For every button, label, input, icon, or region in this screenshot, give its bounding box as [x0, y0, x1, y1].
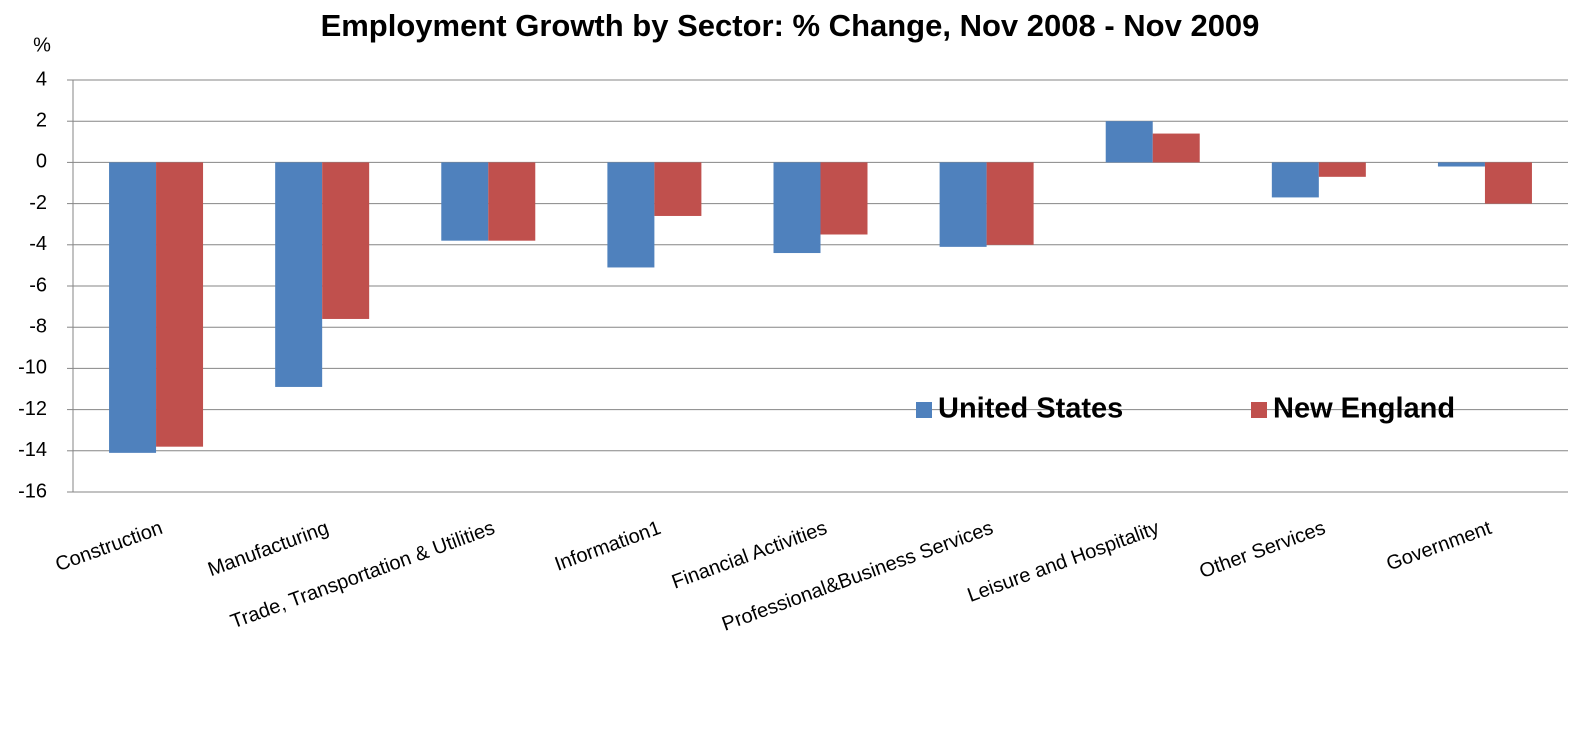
bar: [1105, 121, 1153, 163]
x-tick-label: Government: [1384, 517, 1495, 575]
chart-title: Employment Growth by Sector: % Change, N…: [321, 8, 1260, 43]
x-tick-label: Professional&Business Services: [719, 517, 996, 636]
bar: [820, 162, 868, 235]
y-tick-label: -8: [29, 315, 47, 337]
bar: [986, 162, 1034, 245]
y-tick-label: -6: [29, 274, 47, 296]
bar: [322, 162, 370, 319]
bar: [156, 162, 204, 447]
y-axis-label: %: [33, 34, 51, 56]
x-tick-label: Trade, Transportation & Utilities: [228, 517, 498, 633]
bar: [773, 162, 821, 254]
y-tick-label: -16: [18, 480, 47, 502]
bar: [1318, 162, 1366, 177]
bar: [1484, 162, 1532, 204]
bar: [939, 162, 987, 247]
bar: [1152, 133, 1200, 163]
y-tick-label: 0: [36, 151, 47, 173]
x-tick-label: Information1: [552, 517, 664, 576]
bar: [441, 162, 489, 241]
legend-label: New England: [1273, 393, 1455, 425]
legend-swatch: [1251, 402, 1267, 418]
x-tick-label: Construction: [53, 517, 166, 576]
y-tick-label: -12: [18, 398, 47, 420]
y-tick-label: 2: [36, 109, 47, 131]
bar: [275, 162, 323, 387]
x-tick-label: Financial Activities: [669, 517, 830, 594]
bar: [109, 162, 157, 453]
bar: [488, 162, 536, 241]
x-tick-label: Manufacturing: [205, 517, 332, 581]
y-tick-label: -14: [18, 439, 47, 461]
x-tick-label: Other Services: [1197, 517, 1329, 583]
y-tick-label: -4: [29, 233, 47, 255]
bar: [1437, 162, 1485, 167]
y-tick-label: -10: [18, 357, 47, 379]
y-tick-label: 4: [36, 68, 47, 90]
bar: [607, 162, 655, 268]
bar: [1271, 162, 1319, 198]
legend-swatch: [916, 402, 932, 418]
legend-label: United States: [938, 393, 1123, 425]
bar: [654, 162, 702, 216]
x-tick-label: Leisure and Hospitality: [965, 517, 1163, 607]
y-tick-label: -2: [29, 192, 47, 214]
